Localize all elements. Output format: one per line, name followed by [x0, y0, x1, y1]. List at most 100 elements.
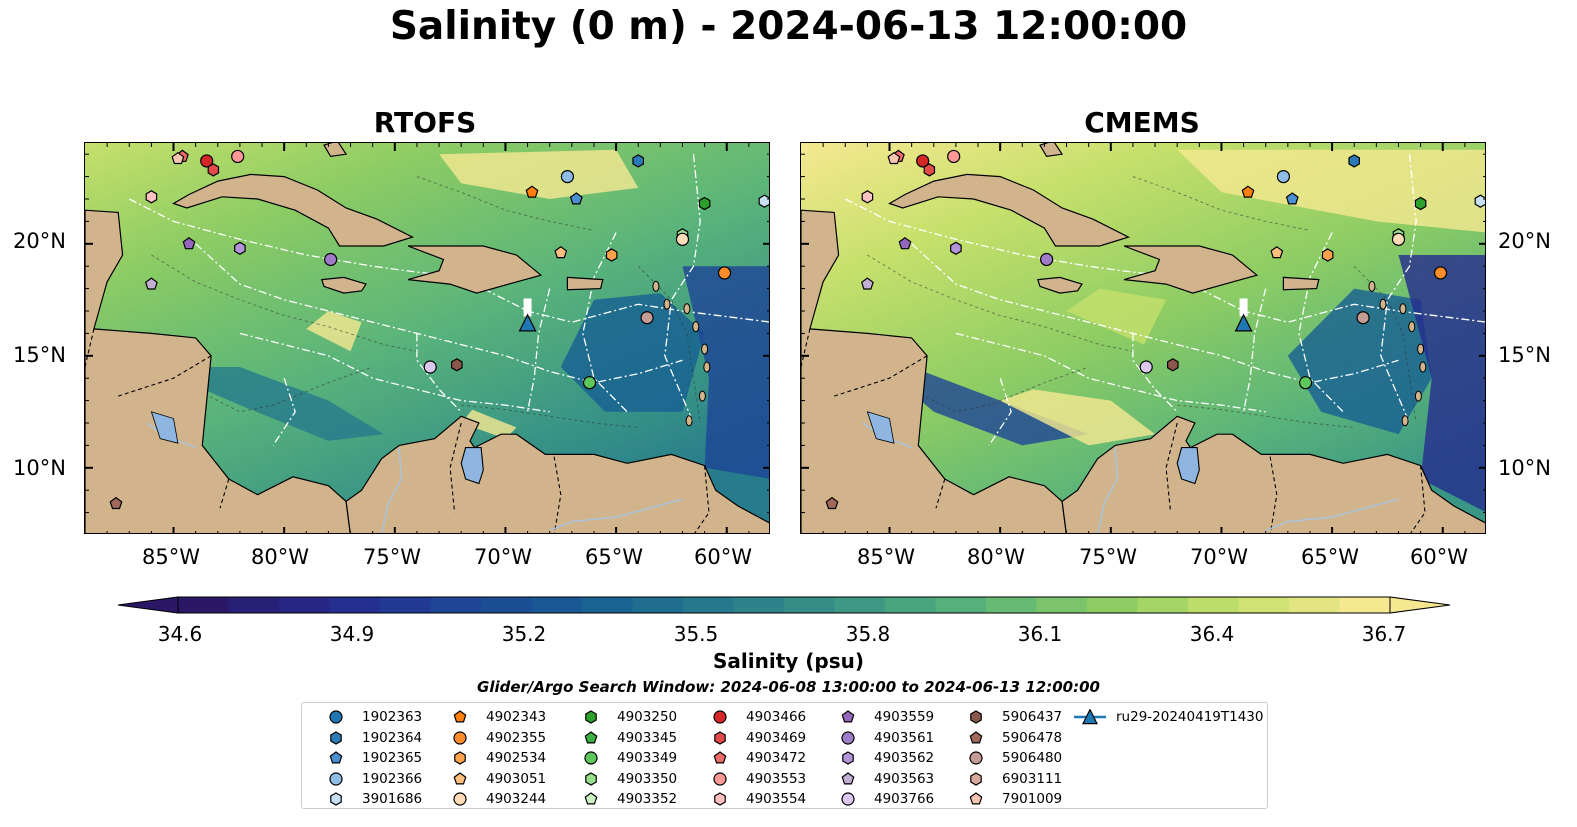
pentagon-marker-icon	[584, 792, 598, 805]
lon-tick-label: 60°W	[1410, 545, 1468, 569]
lon-tick-label: 60°W	[694, 545, 752, 569]
colorbar-bin	[784, 597, 836, 613]
colorbar-bin	[582, 597, 634, 613]
hexagon-marker-icon	[330, 730, 342, 745]
river	[1097, 447, 1119, 533]
legend-label: 4903466	[746, 709, 807, 725]
depth-contour	[1353, 265, 1417, 424]
colorbar-tick-label: 34.9	[329, 622, 375, 646]
island	[692, 321, 700, 333]
hexagon-marker	[842, 751, 854, 765]
triangle-marker	[1082, 709, 1098, 725]
land-hispaniola	[1123, 245, 1259, 294]
island	[1379, 298, 1387, 310]
legend-label: 4903472	[746, 750, 807, 766]
circle-marker	[453, 792, 467, 806]
legend-label: 4902534	[486, 750, 547, 766]
land-jamaica	[321, 276, 367, 294]
map-canvas	[801, 143, 1485, 533]
float-marker	[423, 360, 437, 374]
circle-marker	[841, 730, 855, 745]
float-marker	[825, 496, 839, 510]
colorbar-tick-label: 36.7	[1361, 622, 1407, 646]
colorbar-bin	[329, 597, 381, 613]
colorbar-bin	[1188, 597, 1240, 613]
float-marker	[887, 151, 901, 165]
float-marker	[109, 496, 123, 510]
depth-contour	[889, 337, 1089, 413]
lon-tick-label: 65°W	[1301, 545, 1359, 569]
colorbar-bin	[178, 597, 230, 613]
country-border	[1269, 456, 1278, 533]
circle-marker	[713, 710, 727, 724]
legend-label: 4903563	[874, 770, 935, 787]
colorbar-bin	[430, 597, 482, 613]
float-marker	[144, 277, 158, 290]
colorbar-bin	[1137, 597, 1189, 613]
eez-boundary	[582, 232, 628, 413]
lon-tick-label: 80°W	[967, 545, 1025, 569]
salinity-patch	[1287, 288, 1432, 435]
pentagon-marker-icon	[713, 751, 727, 764]
float-marker	[898, 237, 912, 250]
circle-marker	[329, 710, 343, 724]
depth-contour	[416, 176, 595, 231]
colorbar-tick-label: 35.2	[501, 622, 547, 646]
pentagon-marker-icon	[969, 792, 983, 805]
float-marker	[582, 376, 597, 390]
eez-boundary	[1242, 288, 1267, 412]
float-marker	[698, 196, 711, 211]
pentagon-marker-icon	[329, 751, 343, 764]
legend-label: 1902365	[362, 750, 423, 766]
eez-boundary	[988, 377, 1012, 446]
legend-label: 5906478	[1002, 729, 1063, 746]
colorbar-bin	[279, 597, 331, 613]
land-cuba	[172, 173, 415, 247]
eez-boundary	[526, 288, 551, 412]
river	[381, 447, 403, 533]
hexagon-marker-icon	[970, 771, 982, 786]
glider-track	[523, 298, 532, 317]
lon-tick-label: 80°W	[251, 545, 309, 569]
colorbar-bin	[834, 597, 886, 613]
island	[1419, 361, 1427, 373]
pentagon-marker	[969, 792, 983, 805]
float-marker	[1270, 246, 1284, 259]
depth-contour	[1132, 176, 1311, 231]
legend-label: 4903469	[746, 729, 807, 746]
country-border	[118, 355, 212, 397]
hexagon-marker	[330, 792, 342, 806]
country-border	[1410, 465, 1426, 533]
pentagon-marker	[713, 751, 727, 764]
legend-label: 3901686	[362, 791, 423, 807]
float-marker	[1241, 185, 1255, 198]
float-marker	[1414, 196, 1427, 211]
circle-marker-icon	[841, 730, 855, 745]
depth-contour	[637, 265, 701, 424]
river	[549, 498, 683, 532]
float-marker	[231, 149, 245, 164]
hexagon-marker	[454, 751, 466, 765]
hexagon-marker	[970, 710, 982, 724]
pentagon-marker-icon	[584, 730, 598, 743]
hexagon-marker-icon	[970, 710, 982, 724]
legend-label: 5906437	[1002, 709, 1063, 725]
pentagon-marker-icon	[841, 710, 855, 723]
lon-tick-label: 85°W	[857, 545, 915, 569]
pentagon-marker-icon	[841, 771, 855, 784]
colorbar-bin	[1339, 597, 1391, 613]
legend-label: 6903111	[1002, 770, 1063, 787]
legend-label: ru29-20240419T1430	[1116, 709, 1264, 725]
float-marker	[860, 277, 874, 290]
island	[683, 303, 691, 315]
float-marker	[717, 266, 732, 280]
hexagon-marker-icon	[585, 771, 597, 786]
float-marker	[861, 190, 874, 204]
pentagon-marker	[969, 730, 983, 743]
lake-nicaragua	[150, 411, 179, 444]
lat-tick-label: 15°N	[13, 343, 66, 367]
float-marker	[1356, 311, 1370, 325]
salinity-patch	[151, 367, 384, 441]
hexagon-marker	[714, 792, 726, 806]
float-marker	[324, 252, 338, 267]
